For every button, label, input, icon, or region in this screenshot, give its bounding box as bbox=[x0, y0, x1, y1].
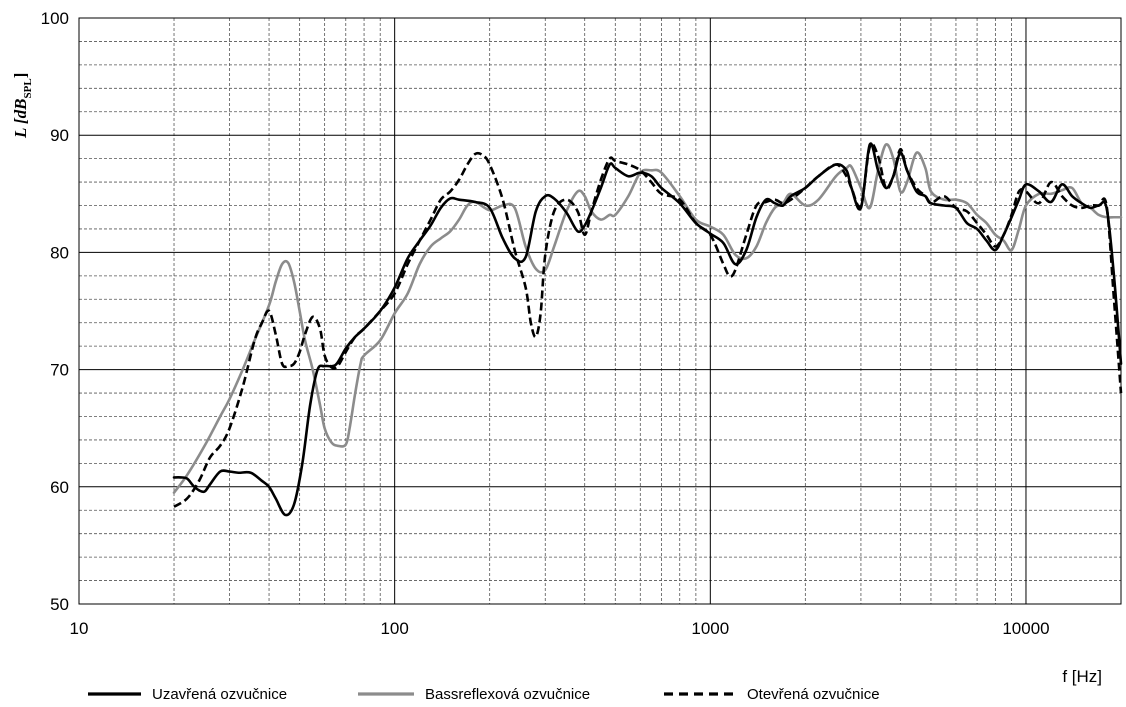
y-tick-labels: 50 60 70 80 90 100 bbox=[41, 9, 69, 614]
y-axis-label: L [dBSPL] bbox=[11, 73, 34, 139]
series-layer bbox=[172, 142, 1123, 517]
y-tick-label: 60 bbox=[50, 478, 69, 497]
y-tick-label: 90 bbox=[50, 126, 69, 145]
x-tick-label: 10000 bbox=[1002, 619, 1049, 638]
series-line-3 bbox=[173, 142, 1123, 508]
legend: Uzavřená ozvučnice Bassreflexová ozvučnic… bbox=[88, 686, 880, 703]
y-tick-label: 50 bbox=[50, 595, 69, 614]
y-tick-label: 70 bbox=[50, 361, 69, 380]
x-tick-label: 10 bbox=[70, 619, 89, 638]
series-line-2 bbox=[172, 143, 1123, 494]
legend-label-1: Uzavřená ozvučnice bbox=[152, 686, 287, 703]
minor-grid bbox=[79, 18, 1121, 604]
y-tick-label: 80 bbox=[50, 243, 69, 262]
x-tick-label: 1000 bbox=[691, 619, 729, 638]
x-tick-label: 100 bbox=[380, 619, 408, 638]
plot-frame bbox=[78, 17, 1122, 605]
series-line-1 bbox=[172, 142, 1123, 517]
major-grid bbox=[78, 17, 1121, 605]
y-axis-label-close: ] bbox=[11, 73, 30, 79]
x-axis-label: f [Hz] bbox=[1062, 667, 1102, 686]
legend-label-3: Otevřená ozvučnice bbox=[747, 686, 880, 703]
legend-label-2: Bassreflexová ozvučnice bbox=[425, 686, 590, 703]
y-axis-label-main: L [dB bbox=[11, 98, 30, 139]
x-tick-labels: 10 100 1000 10000 bbox=[70, 619, 1050, 638]
y-tick-label: 100 bbox=[41, 9, 69, 28]
y-axis-label-subscript: SPL bbox=[22, 78, 34, 98]
